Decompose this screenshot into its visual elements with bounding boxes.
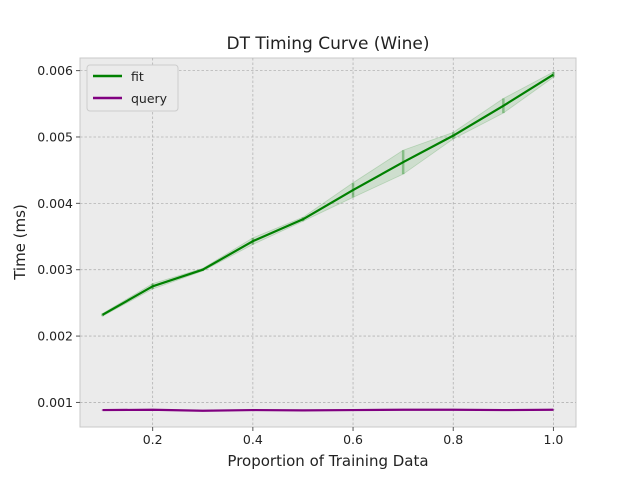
y-tick-label: 0.005 [37, 129, 73, 144]
x-tick-label: 0.6 [343, 432, 363, 447]
line-query [102, 408, 554, 412]
legend: fit query [86, 64, 179, 112]
plot-area [79, 57, 577, 428]
x-tick-label: 1.0 [544, 432, 564, 447]
y-tick-label: 0.006 [37, 63, 73, 78]
x-tick-label: 0.8 [443, 432, 463, 447]
y-tick-label: 0.004 [37, 196, 73, 211]
legend-label-query: query [131, 91, 168, 106]
y-tick-label: 0.003 [37, 262, 73, 277]
band-fit [102, 71, 554, 317]
series-lines [102, 73, 555, 412]
x-axis-label: Proportion of Training Data [227, 452, 428, 470]
error-bars [101, 71, 555, 412]
y-tick-label: 0.002 [37, 329, 73, 344]
x-tick-label: 0.4 [243, 432, 263, 447]
line-fit [102, 73, 555, 316]
x-axis-ticks: 0.2 0.4 0.6 0.8 1.0 [143, 427, 564, 447]
chart-title: DT Timing Curve (Wine) [227, 34, 430, 54]
y-axis-ticks: 0.001 0.002 0.003 0.004 0.005 0.006 [37, 63, 80, 410]
y-axis-label: Time (ms) [11, 204, 29, 281]
y-tick-label: 0.001 [37, 395, 73, 410]
x-tick-label: 0.2 [143, 432, 163, 447]
legend-label-fit: fit [131, 69, 144, 84]
